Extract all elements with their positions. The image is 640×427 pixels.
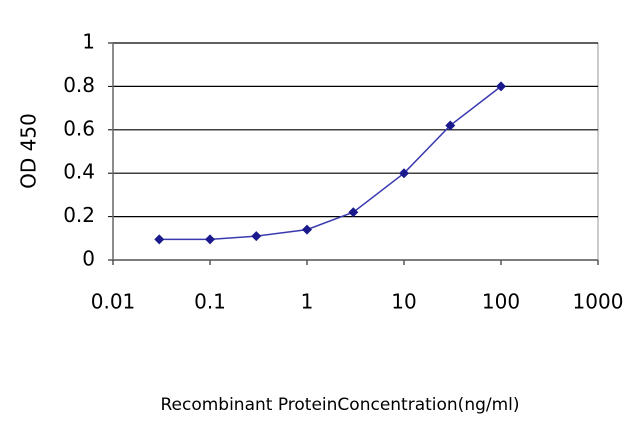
y-tick-label: 0 <box>82 247 95 271</box>
data-point <box>445 120 456 131</box>
data-point <box>302 224 312 235</box>
x-tick-label: 100 <box>482 290 520 314</box>
x-axis-label: Recombinant ProteinConcentration(ng/ml) <box>160 395 519 415</box>
y-tick-label: 0.8 <box>63 73 95 97</box>
y-tick-label: 0.6 <box>63 116 95 140</box>
x-tick-label: 1000 <box>573 290 624 314</box>
data-line <box>159 85 502 241</box>
data-point <box>496 81 506 92</box>
data-point <box>154 234 165 245</box>
plot-area <box>112 42 599 261</box>
data-point <box>205 234 215 245</box>
x-tick-label: 0.01 <box>91 290 136 314</box>
x-tick-label: 0.1 <box>194 290 226 314</box>
x-tick-label: 1 <box>301 290 314 314</box>
data-point <box>251 231 262 242</box>
x-tick-label: 10 <box>391 290 416 314</box>
y-tick-label: 0.4 <box>63 160 95 184</box>
y-axis-label: OD 450 <box>17 113 41 189</box>
y-tick-label: 1 <box>82 30 95 54</box>
data-point <box>399 168 409 179</box>
data-point <box>348 207 359 218</box>
y-tick-label: 0.2 <box>63 203 95 227</box>
